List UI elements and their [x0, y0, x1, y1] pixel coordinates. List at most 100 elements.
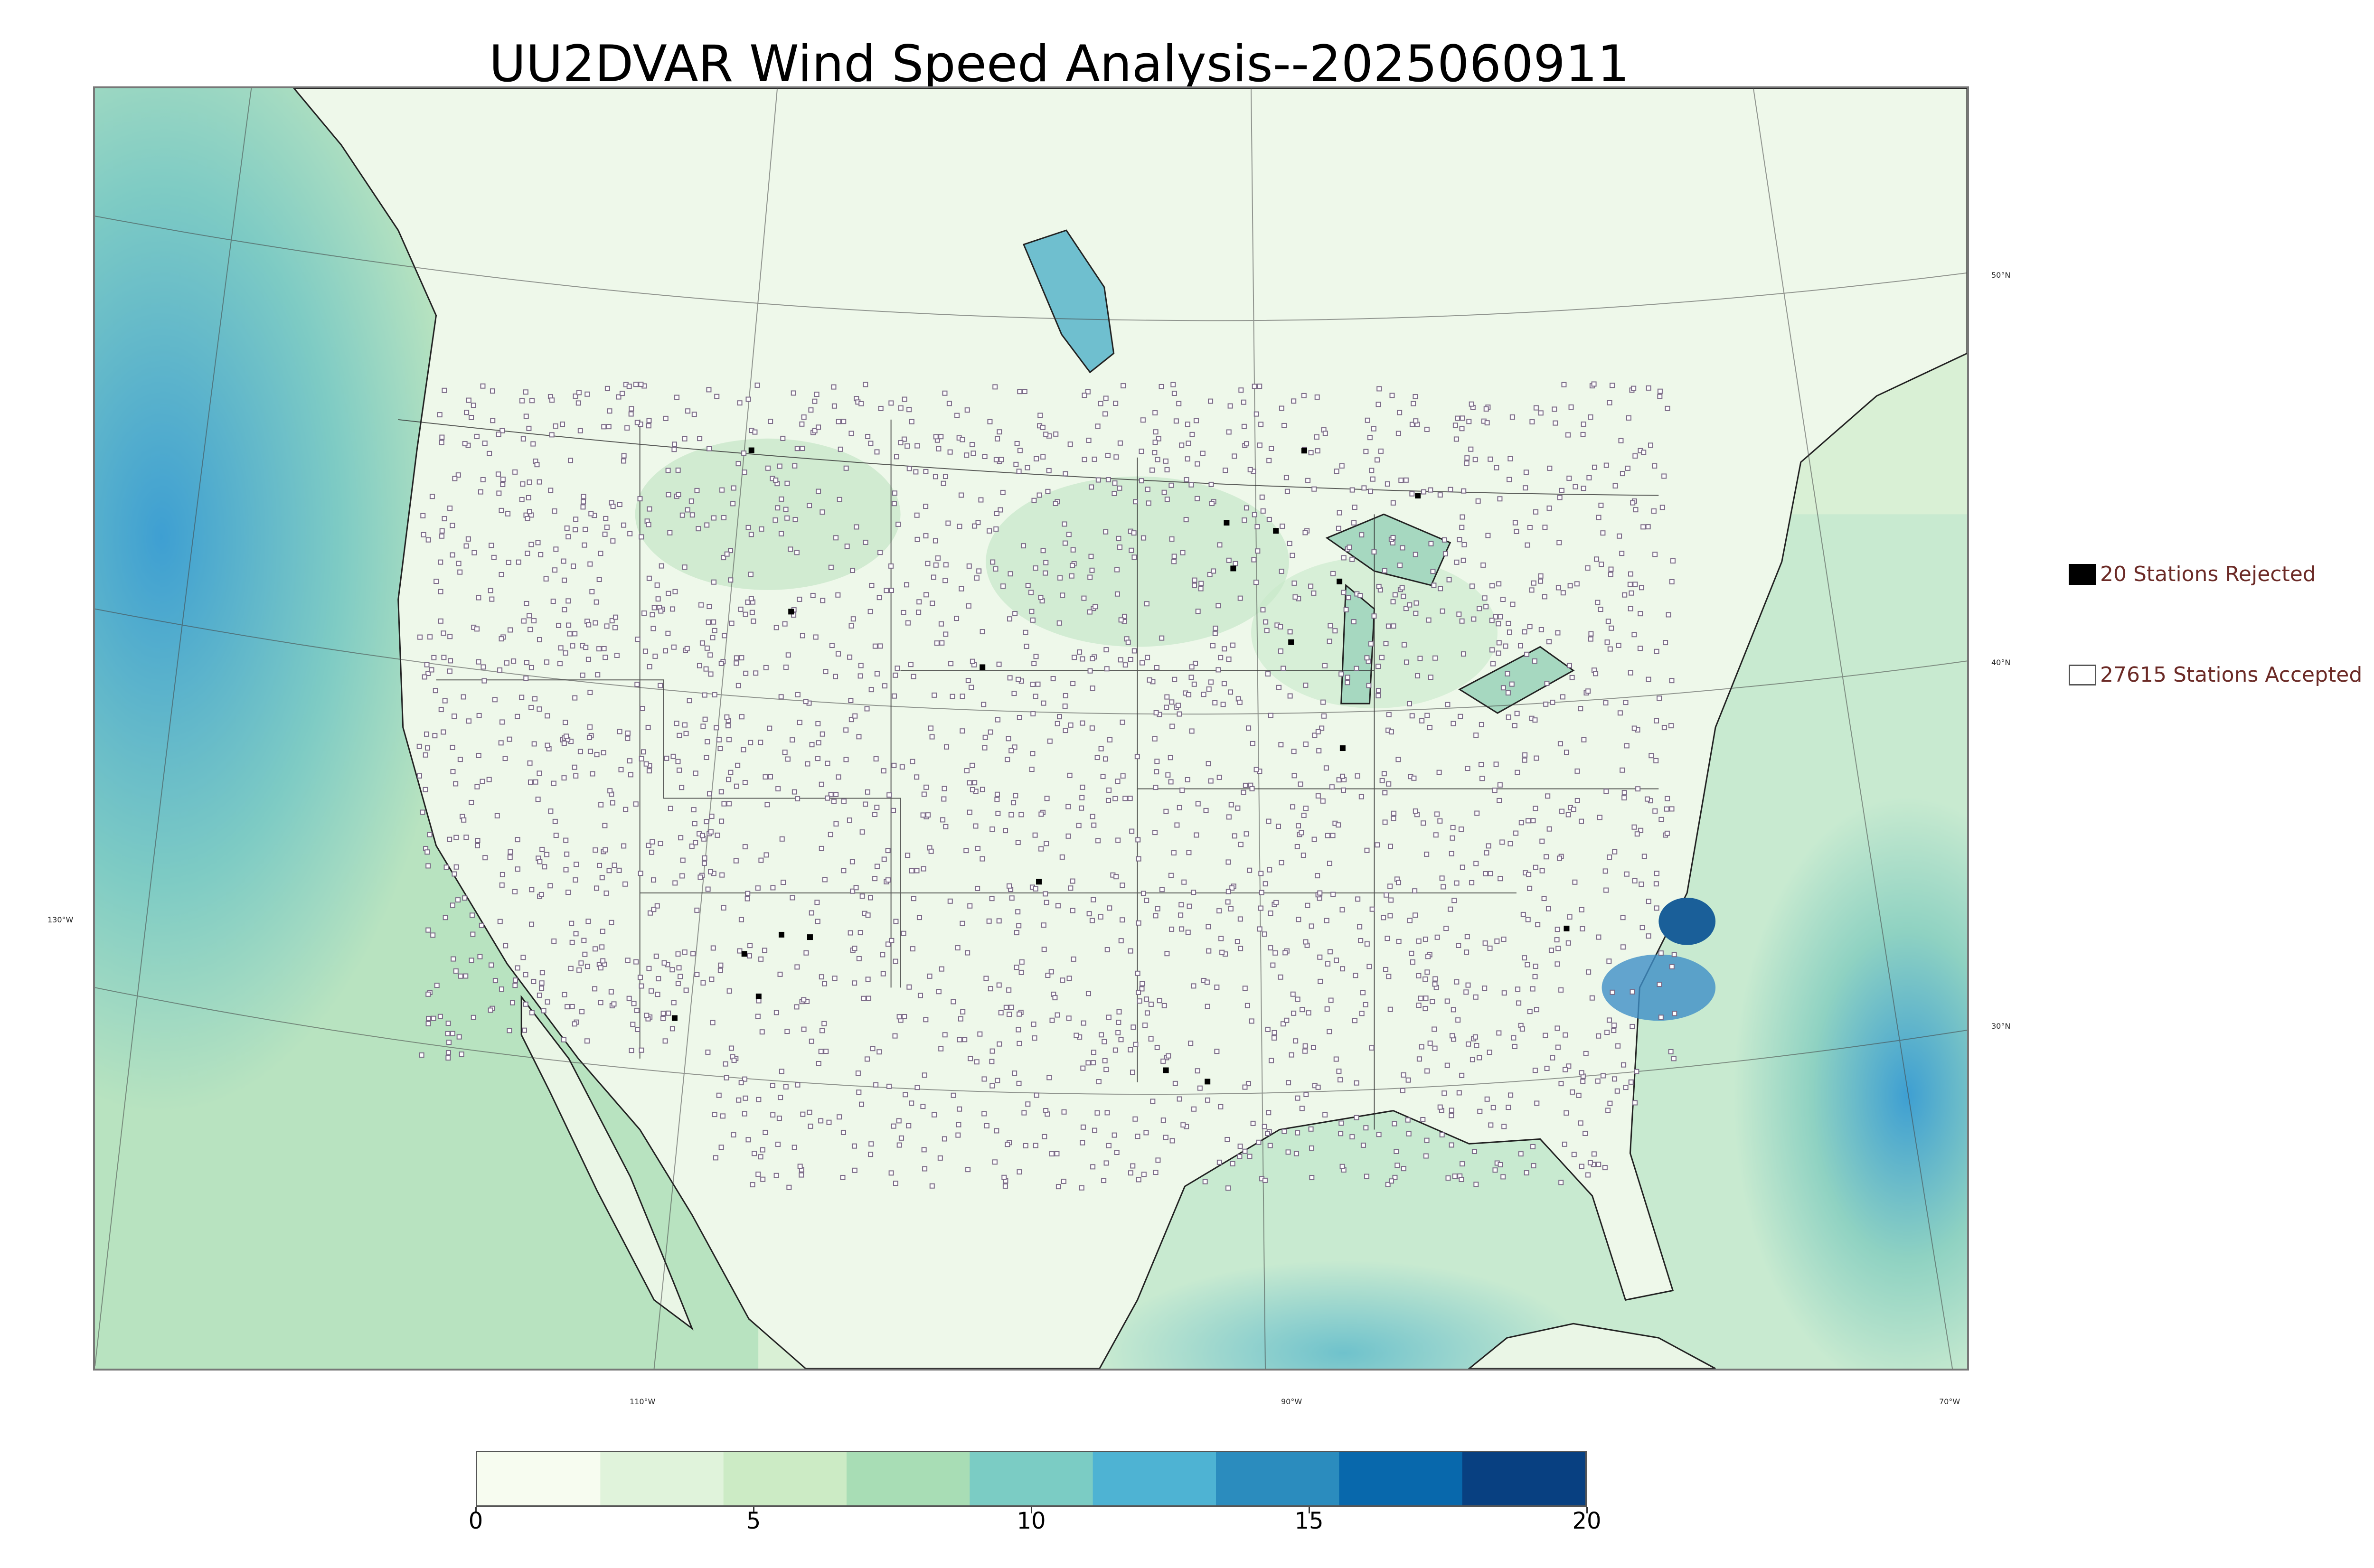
- accepted-station-marker: [1629, 590, 1634, 596]
- accepted-station-marker: [1242, 1148, 1248, 1154]
- accepted-station-marker: [1338, 1077, 1343, 1083]
- accepted-station-marker: [1544, 1065, 1550, 1071]
- accepted-station-marker: [1226, 657, 1232, 662]
- accepted-station-marker: [441, 729, 446, 735]
- accepted-station-marker: [816, 740, 821, 746]
- accepted-station-marker: [1648, 442, 1654, 448]
- accepted-station-marker: [1193, 660, 1198, 666]
- accepted-station-marker: [1089, 725, 1095, 731]
- accepted-station-marker: [1652, 552, 1658, 557]
- accepted-station-marker: [864, 706, 870, 712]
- rejected-station-marker: [1230, 565, 1236, 572]
- accepted-station-marker: [581, 494, 586, 499]
- accepted-station-marker: [1217, 542, 1223, 548]
- accepted-station-marker: [1670, 558, 1676, 564]
- accepted-station-marker: [658, 841, 663, 846]
- accepted-station-marker: [1672, 1011, 1677, 1016]
- accepted-station-marker: [1595, 1078, 1601, 1084]
- accepted-station-marker: [1252, 512, 1257, 517]
- accepted-station-marker: [805, 761, 810, 767]
- accepted-station-marker: [990, 559, 996, 565]
- accepted-station-marker: [619, 391, 625, 396]
- accepted-station-marker: [997, 1041, 1002, 1047]
- accepted-station-marker: [1421, 820, 1426, 826]
- accepted-station-marker: [1122, 662, 1128, 668]
- accepted-station-marker: [1432, 976, 1438, 982]
- accepted-station-marker: [450, 552, 455, 558]
- accepted-station-marker: [1169, 699, 1175, 705]
- accepted-station-marker: [941, 480, 946, 486]
- accepted-station-marker: [679, 512, 685, 518]
- accepted-station-marker: [446, 1040, 452, 1045]
- accepted-station-marker: [1145, 487, 1150, 492]
- accepted-station-marker: [646, 966, 652, 971]
- accepted-station-marker: [1586, 475, 1592, 480]
- accepted-station-marker: [1612, 1076, 1618, 1082]
- accepted-station-marker: [666, 492, 671, 498]
- accepted-station-marker: [544, 659, 550, 665]
- rejected-station-marker: [1337, 578, 1343, 584]
- accepted-station-marker: [1389, 1178, 1394, 1184]
- accepted-station-marker: [1376, 1132, 1382, 1137]
- accepted-station-marker: [928, 848, 934, 854]
- accepted-station-marker: [1130, 1163, 1136, 1169]
- accepted-station-marker: [1170, 382, 1176, 387]
- accepted-station-marker: [1320, 798, 1326, 804]
- accepted-station-marker: [664, 755, 669, 761]
- accepted-station-marker: [728, 770, 734, 775]
- accepted-station-marker: [529, 921, 535, 927]
- accepted-station-marker: [689, 512, 695, 518]
- accepted-station-marker: [1080, 784, 1085, 790]
- accepted-station-marker: [1206, 686, 1212, 692]
- accepted-station-marker: [1626, 415, 1631, 421]
- accepted-station-marker: [1508, 1092, 1514, 1098]
- accepted-station-marker: [1329, 784, 1335, 790]
- accepted-station-marker: [1044, 900, 1049, 905]
- accepted-station-marker: [1225, 1136, 1230, 1142]
- accepted-station-marker: [718, 789, 724, 795]
- accepted-station-marker: [1574, 768, 1580, 774]
- accepted-station-marker: [1440, 608, 1445, 614]
- accepted-station-marker: [1371, 426, 1376, 432]
- accepted-station-marker: [623, 807, 629, 812]
- accepted-station-marker: [1423, 936, 1428, 942]
- accepted-station-marker: [531, 741, 537, 747]
- accepted-station-marker: [634, 1007, 640, 1013]
- accepted-station-marker: [753, 670, 759, 676]
- accepted-station-marker: [685, 507, 690, 513]
- accepted-station-marker: [865, 789, 870, 795]
- strong-wind-band: [1602, 954, 1716, 1021]
- accepted-station-marker: [960, 694, 965, 699]
- accepted-station-marker: [425, 1021, 431, 1026]
- accepted-station-marker: [545, 713, 550, 719]
- accepted-station-marker: [1628, 670, 1633, 676]
- accepted-station-marker: [561, 1037, 567, 1042]
- accepted-station-marker: [1191, 890, 1196, 895]
- accepted-station-marker: [885, 848, 891, 854]
- accepted-station-marker: [987, 419, 993, 424]
- accepted-station-marker: [720, 1113, 725, 1119]
- colorbar-segment: [970, 1452, 1095, 1505]
- accepted-station-marker: [867, 609, 873, 614]
- accepted-station-marker: [1385, 1182, 1391, 1187]
- accepted-station-marker: [735, 683, 741, 688]
- accepted-station-marker: [607, 408, 612, 414]
- accepted-station-marker: [1266, 818, 1272, 824]
- accepted-station-marker: [1135, 1134, 1140, 1139]
- accepted-station-marker: [600, 929, 605, 934]
- accepted-station-marker: [1449, 1142, 1454, 1148]
- accepted-station-marker: [981, 1076, 987, 1082]
- accepted-station-marker: [1473, 994, 1479, 1000]
- colorbar-segment: [477, 1452, 603, 1505]
- accepted-station-marker: [1178, 912, 1184, 918]
- accepted-station-marker: [1654, 718, 1659, 723]
- accepted-station-marker: [511, 658, 517, 664]
- accepted-station-marker: [1555, 1044, 1561, 1050]
- accepted-station-marker: [1585, 1172, 1591, 1178]
- accepted-station-marker: [1067, 441, 1073, 447]
- accepted-station-marker: [537, 859, 543, 864]
- accepted-station-marker: [1411, 775, 1417, 781]
- accepted-station-marker: [1460, 864, 1465, 870]
- accepted-station-marker: [594, 885, 600, 891]
- accepted-station-marker: [878, 405, 884, 411]
